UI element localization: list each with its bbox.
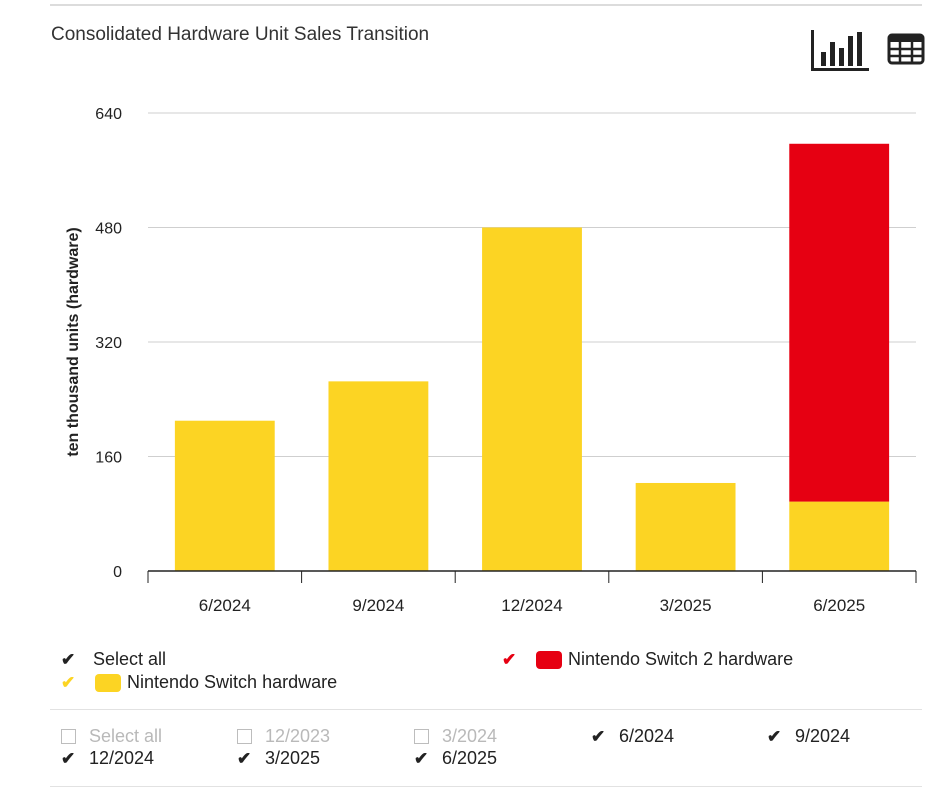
bar-switch-6-2025[interactable]	[789, 501, 890, 571]
y-tick-label: 0	[113, 564, 122, 581]
y-axis-title: ten thousand units (hardware)	[65, 227, 82, 456]
check-icon: ✔	[61, 748, 76, 768]
check-icon: ✔	[237, 748, 252, 768]
period-label: 9/2024	[795, 726, 851, 746]
check-icon: ✔	[61, 673, 76, 692]
bottom-divider	[50, 786, 922, 787]
legend-swatch-switch	[95, 673, 121, 692]
period-3-2024[interactable]: 3/2024	[414, 726, 497, 747]
y-tick-label: 480	[95, 221, 122, 238]
legend-item-switch-2[interactable]: ✔ Nintendo Switch 2 hardware	[502, 649, 793, 670]
period-label: 12/2024	[89, 748, 155, 768]
top-divider	[50, 4, 922, 6]
legend-swatch-switch-2	[536, 650, 562, 669]
x-tick-label: 9/2024	[352, 596, 404, 615]
bar-switch-2-6-2025[interactable]	[789, 143, 890, 502]
check-icon: ✔	[61, 650, 76, 669]
y-tick-label: 160	[95, 450, 122, 467]
bar-chart-icon[interactable]	[808, 28, 872, 74]
checkbox-empty	[61, 729, 76, 744]
y-tick-label: 640	[95, 106, 122, 123]
period-12-2023[interactable]: 12/2023	[237, 726, 330, 747]
period-3-2025[interactable]: ✔ 3/2025	[237, 748, 320, 769]
legend-item-switch[interactable]: ✔ Nintendo Switch hardware	[61, 672, 337, 693]
legend-select-all[interactable]: ✔ Select all	[61, 649, 166, 670]
table-icon[interactable]	[887, 33, 925, 65]
bar-switch-6-2024[interactable]	[174, 420, 275, 571]
legend-label-switch-2: Nintendo Switch 2 hardware	[568, 649, 794, 669]
period-label: 6/2025	[442, 748, 498, 768]
check-icon: ✔	[414, 748, 429, 768]
period-select-all[interactable]: Select all	[61, 726, 162, 747]
bar-switch-9-2024[interactable]	[328, 381, 429, 571]
check-icon: ✔	[591, 726, 606, 746]
x-tick-label: 6/2025	[813, 596, 865, 615]
check-icon: ✔	[767, 726, 782, 746]
bar-switch-3-2025[interactable]	[635, 482, 736, 571]
chart-title: Consolidated Hardware Unit Sales Transit…	[51, 24, 430, 45]
period-label: Select all	[89, 726, 163, 746]
period-label: 3/2024	[442, 726, 498, 746]
checkbox-empty	[414, 729, 429, 744]
bar-switch-12-2024[interactable]	[482, 227, 582, 572]
legend-divider	[50, 709, 922, 710]
legend-select-all-label: Select all	[93, 649, 167, 669]
legend-label-switch: Nintendo Switch hardware	[127, 672, 338, 692]
x-tick-label: 3/2025	[660, 596, 712, 615]
period-6-2024[interactable]: ✔ 6/2024	[591, 726, 674, 747]
x-tick-label: 12/2024	[501, 596, 562, 615]
period-9-2024[interactable]: ✔ 9/2024	[767, 726, 850, 747]
bar-chart: 0 160 320 480 640 6/2024 9/2024 12/2024 3/2025 6/…	[65, 106, 917, 615]
y-tick-label: 320	[95, 335, 122, 352]
period-12-2024[interactable]: ✔ 12/2024	[61, 748, 154, 769]
check-icon: ✔	[502, 650, 517, 669]
period-label: 12/2023	[265, 726, 331, 746]
period-label: 6/2024	[619, 726, 675, 746]
x-tick-label: 6/2024	[199, 596, 251, 615]
period-6-2025[interactable]: ✔ 6/2025	[414, 748, 497, 769]
checkbox-empty	[237, 729, 252, 744]
period-label: 3/2025	[265, 748, 321, 768]
